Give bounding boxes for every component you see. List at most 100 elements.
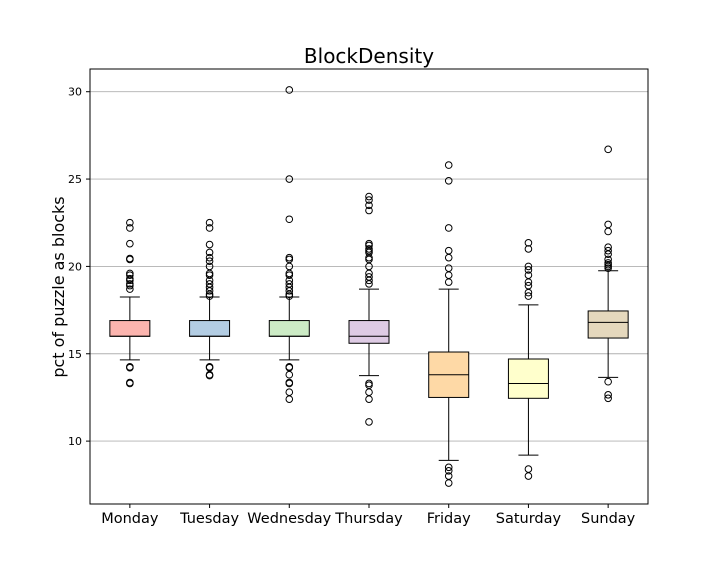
outlier-point — [126, 274, 134, 283]
outlier-point — [604, 246, 612, 255]
outlier-point — [524, 245, 533, 253]
outlier-point — [444, 177, 453, 185]
outlier-point — [444, 278, 453, 286]
outlier-point — [604, 255, 612, 264]
outlier-point — [444, 463, 453, 472]
outlier-point — [205, 248, 214, 257]
outlier-point — [365, 395, 373, 403]
outlier-point — [285, 395, 294, 403]
outlier-point — [126, 218, 134, 227]
box-thursday — [348, 192, 390, 426]
outlier-point — [365, 201, 373, 210]
outlier-point — [205, 363, 214, 371]
iqr-box — [348, 320, 390, 344]
outlier-point — [285, 215, 294, 224]
y-axis-label: pct of puzzle as blocks — [49, 196, 68, 377]
outlier-point — [524, 262, 533, 271]
outlier-point — [126, 269, 134, 278]
iqr-box — [189, 320, 231, 337]
box-saturday — [507, 239, 549, 480]
outlier-point — [444, 224, 453, 232]
outlier-point — [205, 262, 214, 271]
outlier-point — [524, 271, 533, 279]
outlier-point — [365, 418, 373, 426]
outlier-point — [444, 264, 453, 272]
outlier-point — [524, 465, 533, 473]
outlier-point — [285, 86, 294, 94]
outlier-point — [365, 379, 373, 388]
x-tick-label: Sunday — [581, 511, 636, 527]
outlier-point — [524, 266, 533, 274]
x-axis-ticks: Monday Tuesday Wednesday Thursday Friday Satu… — [101, 504, 636, 527]
outlier-point — [444, 467, 453, 475]
gridlines — [90, 91, 648, 442]
outlier-point — [604, 377, 612, 386]
box-tuesday — [189, 218, 231, 380]
box-monday — [109, 218, 151, 388]
outlier-point — [604, 227, 612, 236]
outlier-point — [205, 280, 214, 288]
outlier-point — [126, 280, 134, 288]
chart-title: BlockDensity — [304, 44, 434, 68]
outlier-point — [444, 479, 453, 487]
y-axis-ticks: 10 15 20 25 30 — [68, 86, 90, 448]
y-tick-label: 20 — [68, 260, 82, 273]
outlier-point — [604, 145, 612, 154]
outlier-point — [285, 378, 294, 387]
outlier-point — [365, 192, 373, 201]
box-wednesday — [268, 86, 310, 403]
outlier-point — [285, 388, 294, 396]
outlier-point — [365, 273, 373, 281]
outlier-point — [604, 259, 612, 267]
outlier-point — [205, 224, 214, 232]
iqr-box — [587, 310, 629, 339]
outlier-point — [604, 243, 612, 251]
x-tick-label: Friday — [427, 511, 471, 527]
outlier-point — [444, 472, 453, 480]
outlier-point — [285, 280, 294, 288]
outlier-point — [126, 378, 134, 387]
outlier-point — [365, 245, 373, 253]
outlier-point — [126, 363, 134, 371]
outlier-point — [604, 391, 612, 399]
outlier-point — [126, 239, 134, 248]
x-tick-label: Saturday — [496, 511, 562, 527]
outlier-point — [126, 224, 134, 232]
outlier-point — [444, 246, 453, 255]
y-tick-label: 30 — [68, 86, 82, 99]
iqr-box — [507, 358, 549, 399]
y-tick-label: 25 — [68, 173, 82, 186]
y-tick-label: 10 — [68, 435, 82, 448]
outlier-point — [444, 161, 453, 169]
outlier-point — [365, 206, 373, 215]
outlier-point — [205, 257, 214, 265]
outlier-point — [524, 472, 533, 480]
outlier-point — [285, 253, 294, 262]
outlier-point — [126, 285, 134, 293]
outlier-point — [524, 239, 533, 247]
box-series — [109, 86, 629, 487]
outlier-point — [524, 281, 533, 290]
outlier-point — [285, 175, 294, 183]
outlier-point — [365, 239, 373, 248]
outlier-point — [205, 240, 214, 249]
x-tick-label: Wednesday — [247, 511, 331, 527]
x-tick-label: Monday — [101, 511, 159, 527]
plot-frame — [89, 68, 649, 505]
outlier-point — [604, 394, 612, 403]
box-sunday — [587, 145, 629, 403]
outlier-point — [444, 253, 453, 262]
outlier-point — [285, 363, 294, 371]
outlier-point — [285, 370, 294, 379]
outlier-point — [365, 388, 373, 396]
outlier-point — [604, 220, 612, 229]
outlier-point — [524, 292, 533, 300]
outlier-point — [126, 254, 134, 263]
y-tick-label: 15 — [68, 348, 82, 361]
iqr-box — [268, 320, 310, 337]
outlier-point — [365, 196, 373, 204]
outlier-point — [205, 218, 214, 227]
x-tick-label: Thursday — [334, 511, 403, 527]
box-friday — [428, 161, 470, 487]
